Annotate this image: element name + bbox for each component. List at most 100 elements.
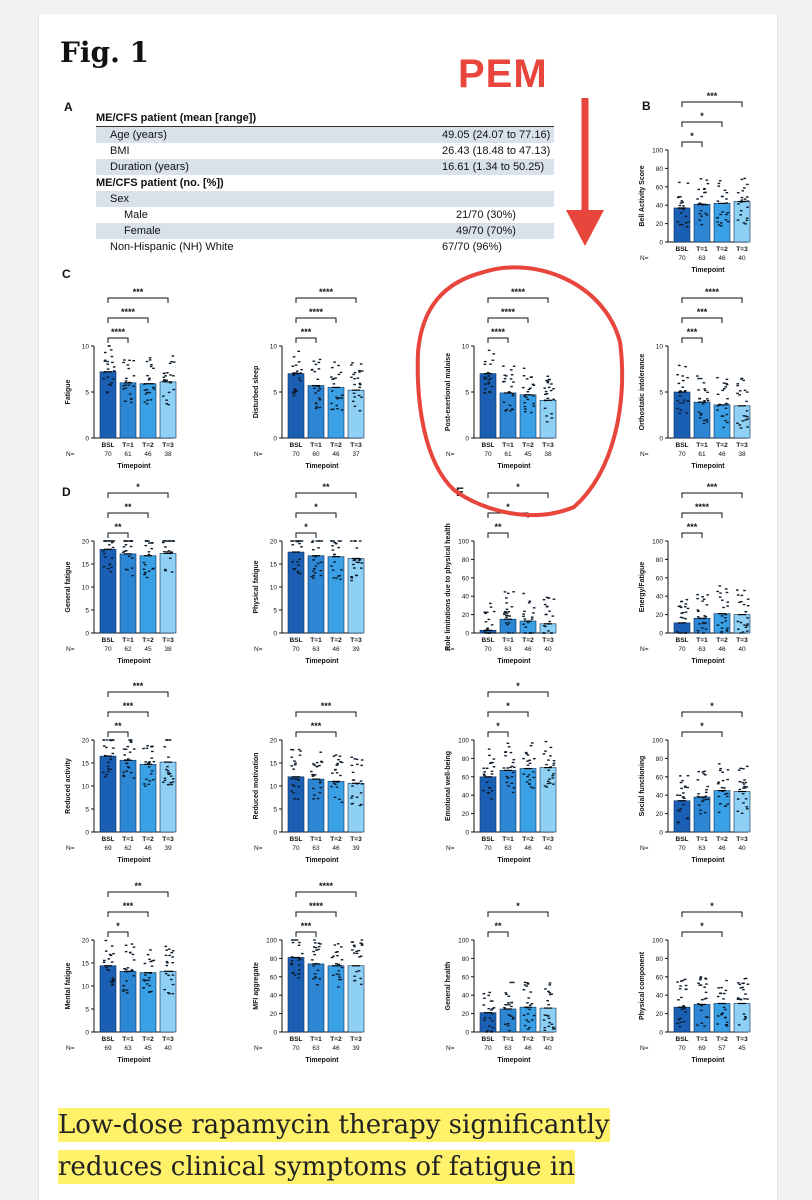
- data-point: [109, 758, 113, 761]
- data-point: [352, 559, 356, 562]
- data-point: [510, 776, 514, 778]
- data-point: [125, 377, 128, 380]
- significance-bracket: [487, 911, 549, 917]
- data-point: [504, 992, 508, 994]
- y-tick-label: 0: [85, 631, 89, 638]
- data-point: [132, 946, 136, 948]
- data-point: [357, 561, 361, 564]
- data-point: [319, 786, 323, 789]
- n-value: 62: [124, 646, 132, 653]
- data-point: [530, 618, 534, 620]
- data-point: [522, 623, 525, 625]
- data-point: [122, 748, 126, 750]
- data-point: [169, 382, 172, 384]
- y-tick-label: 10: [270, 585, 278, 592]
- n-value: 63: [312, 1045, 320, 1052]
- data-point: [522, 757, 525, 760]
- data-point: [352, 392, 356, 394]
- data-point: [726, 605, 729, 607]
- data-point: [679, 606, 683, 609]
- data-point: [532, 402, 535, 405]
- data-point: [547, 1025, 551, 1028]
- n-label: N=: [446, 845, 455, 852]
- data-point: [320, 761, 324, 763]
- data-point: [352, 944, 356, 947]
- data-point: [148, 357, 152, 359]
- data-point: [681, 201, 684, 204]
- data-point: [124, 400, 127, 402]
- data-point: [166, 765, 169, 768]
- n-value: 38: [738, 451, 746, 458]
- data-point: [719, 992, 723, 995]
- bar-t1: [119, 970, 137, 1033]
- data-point: [351, 771, 355, 774]
- data-point: [704, 978, 708, 980]
- data-point: [680, 787, 683, 790]
- data-point: [544, 988, 547, 990]
- y-tick-label: 40: [656, 993, 664, 1000]
- data-point: [132, 975, 135, 977]
- data-point: [706, 1016, 709, 1019]
- x-tick-label: T=1: [696, 637, 708, 644]
- x-axis-label: Timepoint: [117, 857, 151, 864]
- data-point: [317, 540, 321, 542]
- data-point: [483, 392, 486, 394]
- data-point: [316, 797, 320, 800]
- data-point: [290, 790, 293, 792]
- y-tick-label: 0: [659, 240, 663, 247]
- significance-bracket: [487, 337, 509, 343]
- significance-label: ***: [707, 482, 718, 492]
- x-axis-label: Timepoint: [691, 857, 725, 864]
- data-point: [350, 576, 353, 578]
- data-point: [550, 417, 554, 419]
- data-point: [742, 768, 745, 770]
- data-point: [682, 399, 686, 401]
- data-point: [702, 422, 706, 425]
- data-point: [360, 759, 364, 761]
- data-point: [741, 986, 744, 989]
- data-point: [743, 389, 747, 392]
- data-point: [296, 798, 300, 800]
- data-point: [512, 591, 515, 593]
- data-point: [316, 390, 320, 392]
- data-point: [336, 943, 340, 945]
- y-tick-label: 20: [270, 539, 278, 546]
- significance-label: **: [114, 522, 122, 532]
- data-point: [149, 949, 152, 951]
- data-point: [547, 1003, 550, 1006]
- significance-label: ***: [687, 327, 698, 337]
- bar-bsl: [99, 755, 117, 833]
- data-point: [317, 948, 320, 951]
- data-point: [676, 196, 680, 199]
- y-tick-label: 10: [656, 344, 664, 351]
- data-point: [350, 364, 353, 366]
- x-axis-label: Timepoint: [691, 658, 725, 665]
- data-point: [145, 778, 148, 781]
- data-point: [510, 1005, 513, 1008]
- data-point: [127, 384, 131, 386]
- n-value: 40: [544, 646, 552, 653]
- data-point: [311, 540, 315, 542]
- data-point: [291, 365, 295, 367]
- data-point: [147, 553, 151, 556]
- data-point: [172, 375, 175, 377]
- bar-t3: [159, 970, 177, 1033]
- data-point: [526, 1028, 530, 1031]
- significance-bracket: [107, 512, 149, 518]
- data-point: [144, 571, 147, 574]
- data-point: [357, 970, 361, 972]
- data-point: [300, 540, 304, 542]
- data-point: [720, 786, 724, 789]
- data-point: [313, 568, 316, 570]
- data-point: [743, 779, 746, 781]
- data-point: [312, 774, 315, 777]
- data-point: [511, 632, 515, 634]
- data-point: [703, 389, 707, 392]
- data-point: [522, 592, 525, 595]
- data-point: [718, 585, 722, 587]
- data-point: [339, 964, 342, 967]
- data-point: [543, 1029, 547, 1032]
